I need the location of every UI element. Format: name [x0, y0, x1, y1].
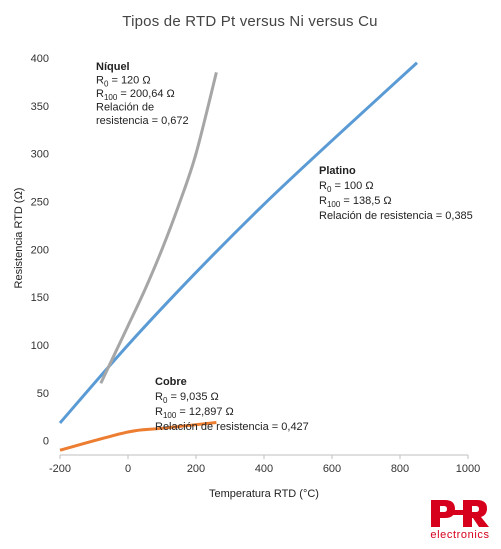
- y-tick-label: 350: [31, 101, 49, 113]
- annotation-line: R0 = 100 Ω: [319, 180, 374, 194]
- y-tick-label: 0: [43, 436, 49, 448]
- y-tick-label: 50: [37, 388, 49, 400]
- y-tick-label: 150: [31, 292, 49, 304]
- annotation-line: R100 = 138,5 Ω: [319, 195, 392, 209]
- y-tick-label: 300: [31, 149, 49, 161]
- plot-series: [58, 61, 419, 452]
- annotation-line: R0 = 9,035 Ω: [155, 391, 219, 405]
- series-name-label: Platino: [319, 165, 356, 177]
- axes: -200 0 200 400 600 800 1000 0 50 100 150 200 250 300 3…: [31, 53, 481, 475]
- x-tick-label: 800: [391, 463, 409, 475]
- x-tick-label: 200: [187, 463, 205, 475]
- x-axis-label: Temperatura RTD (°C): [209, 488, 319, 500]
- x-tick-label: 400: [255, 463, 273, 475]
- pr-logo-icon: [431, 500, 489, 527]
- x-tick-label: -200: [49, 463, 71, 475]
- series-name-label: Cobre: [155, 376, 187, 388]
- series-line-cobre: [59, 420, 217, 452]
- annotation-line: Relación de resistencia = 0,427: [155, 421, 309, 433]
- x-tick-label: 600: [323, 463, 341, 475]
- annotation-line: R100 = 200,64 Ω: [96, 88, 175, 102]
- series-line-platino: [58, 61, 419, 424]
- logo-wordmark: electronics: [430, 529, 490, 541]
- pr-electronics-logo: electronics: [425, 498, 495, 544]
- annotation-line: resistencia = 0,672: [96, 115, 189, 127]
- x-tick-label: 0: [125, 463, 131, 475]
- x-tick-label: 1000: [456, 463, 480, 475]
- series-name-label: Níquel: [96, 61, 130, 73]
- annotation-line: R0 = 120 Ω: [96, 75, 151, 89]
- annotation-line: R100 = 12,897 Ω: [155, 406, 234, 420]
- y-axis-label: Resistencia RTD (Ω): [13, 188, 25, 289]
- annotation-line: Relación de: [96, 102, 154, 114]
- annotation-line: Relación de resistencia = 0,385: [319, 210, 473, 222]
- y-tick-label: 200: [31, 244, 49, 256]
- chart-title: Tipos de RTD Pt versus Ni versus Cu: [122, 13, 377, 30]
- series-line-niquel: [99, 71, 218, 384]
- y-tick-label: 100: [31, 340, 49, 352]
- y-tick-label: 250: [31, 196, 49, 208]
- y-tick-label: 400: [31, 53, 49, 65]
